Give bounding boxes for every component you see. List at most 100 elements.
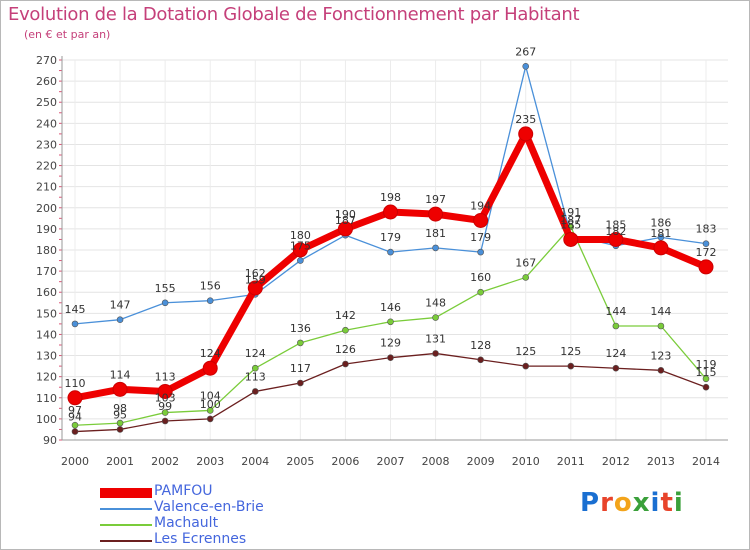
data-label: 113 [155,370,176,383]
x-tick-label: 2001 [106,455,134,468]
data-point [657,234,665,241]
y-tick-label: 220 [36,160,57,173]
data-label: 185 [605,218,626,231]
data-point [297,339,304,347]
legend-label: PAMFOU [154,483,213,499]
data-point [161,299,169,307]
data-label: 115 [696,366,717,379]
data-point [337,221,353,237]
data-label: 126 [335,343,356,356]
data-point [71,428,79,435]
data-point [383,204,398,220]
data-label: 128 [470,339,491,352]
logo-letter: P [580,488,601,518]
data-point [432,244,439,252]
data-label: 155 [155,282,176,295]
data-point [653,240,669,256]
data-label: 183 [696,223,717,236]
data-label: 175 [290,240,311,253]
data-point [387,248,394,256]
legend-swatch [100,508,152,510]
data-label: 198 [380,191,401,204]
data-label: 124 [605,347,626,360]
data-label: 235 [515,113,536,126]
data-label: 190 [335,208,356,221]
data-label: 136 [290,322,311,335]
data-label: 179 [470,231,491,244]
data-label: 144 [650,305,671,318]
data-label: 97 [68,404,82,417]
data-point [116,316,124,323]
data-point [71,320,79,328]
data-label: 179 [380,231,401,244]
data-point [251,364,259,372]
data-point [657,322,665,330]
y-tick-label: 260 [36,75,57,88]
x-tick-label: 2011 [557,455,585,468]
data-point [657,367,665,374]
data-point [206,297,214,304]
data-label: 113 [245,370,266,383]
legend-swatch [100,488,152,498]
y-tick-label: 230 [36,138,57,151]
data-label: 181 [650,227,671,240]
data-point [247,280,263,296]
data-point [473,212,489,228]
x-tick-label: 2004 [241,455,269,468]
data-label: 100 [200,398,221,411]
data-label: 95 [113,408,127,421]
legend-label: Les Ecrennes [154,531,247,547]
data-point [428,206,444,222]
x-tick-label: 2005 [286,455,314,468]
y-tick-label: 250 [36,96,57,109]
data-point [342,360,349,368]
x-tick-label: 2014 [692,455,720,468]
data-point [292,242,308,258]
y-tick-label: 130 [36,350,57,363]
legend-label: Machault [154,515,219,531]
data-label: 142 [335,309,356,322]
y-tick-label: 210 [36,181,57,194]
data-label: 103 [155,392,176,405]
data-label: 117 [290,362,311,375]
data-label: 144 [605,305,626,318]
x-tick-label: 2000 [61,455,89,468]
data-label: 180 [290,229,311,242]
data-label: 94 [68,411,82,424]
data-label: 131 [425,332,446,345]
chart-subtitle: (en € et par an) [24,28,111,41]
data-label: 104 [200,389,221,402]
data-point [161,409,169,416]
data-label: 99 [158,400,172,413]
logo-letter: o [613,488,633,518]
data-point [157,383,173,399]
data-point [161,417,169,425]
data-label: 182 [605,225,626,238]
y-tick-label: 180 [36,244,57,257]
logo-letter: i [673,488,684,518]
data-point [206,415,214,423]
data-point [297,257,304,264]
data-label: 110 [65,377,86,390]
data-point [698,259,714,275]
data-point [477,248,484,256]
data-point [522,362,530,370]
data-label: 129 [380,337,401,350]
legend-label: Valence-en-Brie [154,499,264,515]
x-tick-label: 2013 [647,455,675,468]
data-point [202,360,218,376]
data-point [297,379,304,387]
data-point [387,354,394,361]
data-point [477,356,484,364]
x-tick-label: 2007 [377,455,405,468]
y-tick-label: 140 [36,328,57,341]
data-label: 124 [200,347,221,360]
data-label: 186 [650,216,671,229]
data-label: 119 [696,358,717,371]
y-tick-label: 90 [43,434,57,447]
data-label: 98 [113,402,127,415]
data-label: 148 [425,297,446,310]
data-point [522,274,530,281]
